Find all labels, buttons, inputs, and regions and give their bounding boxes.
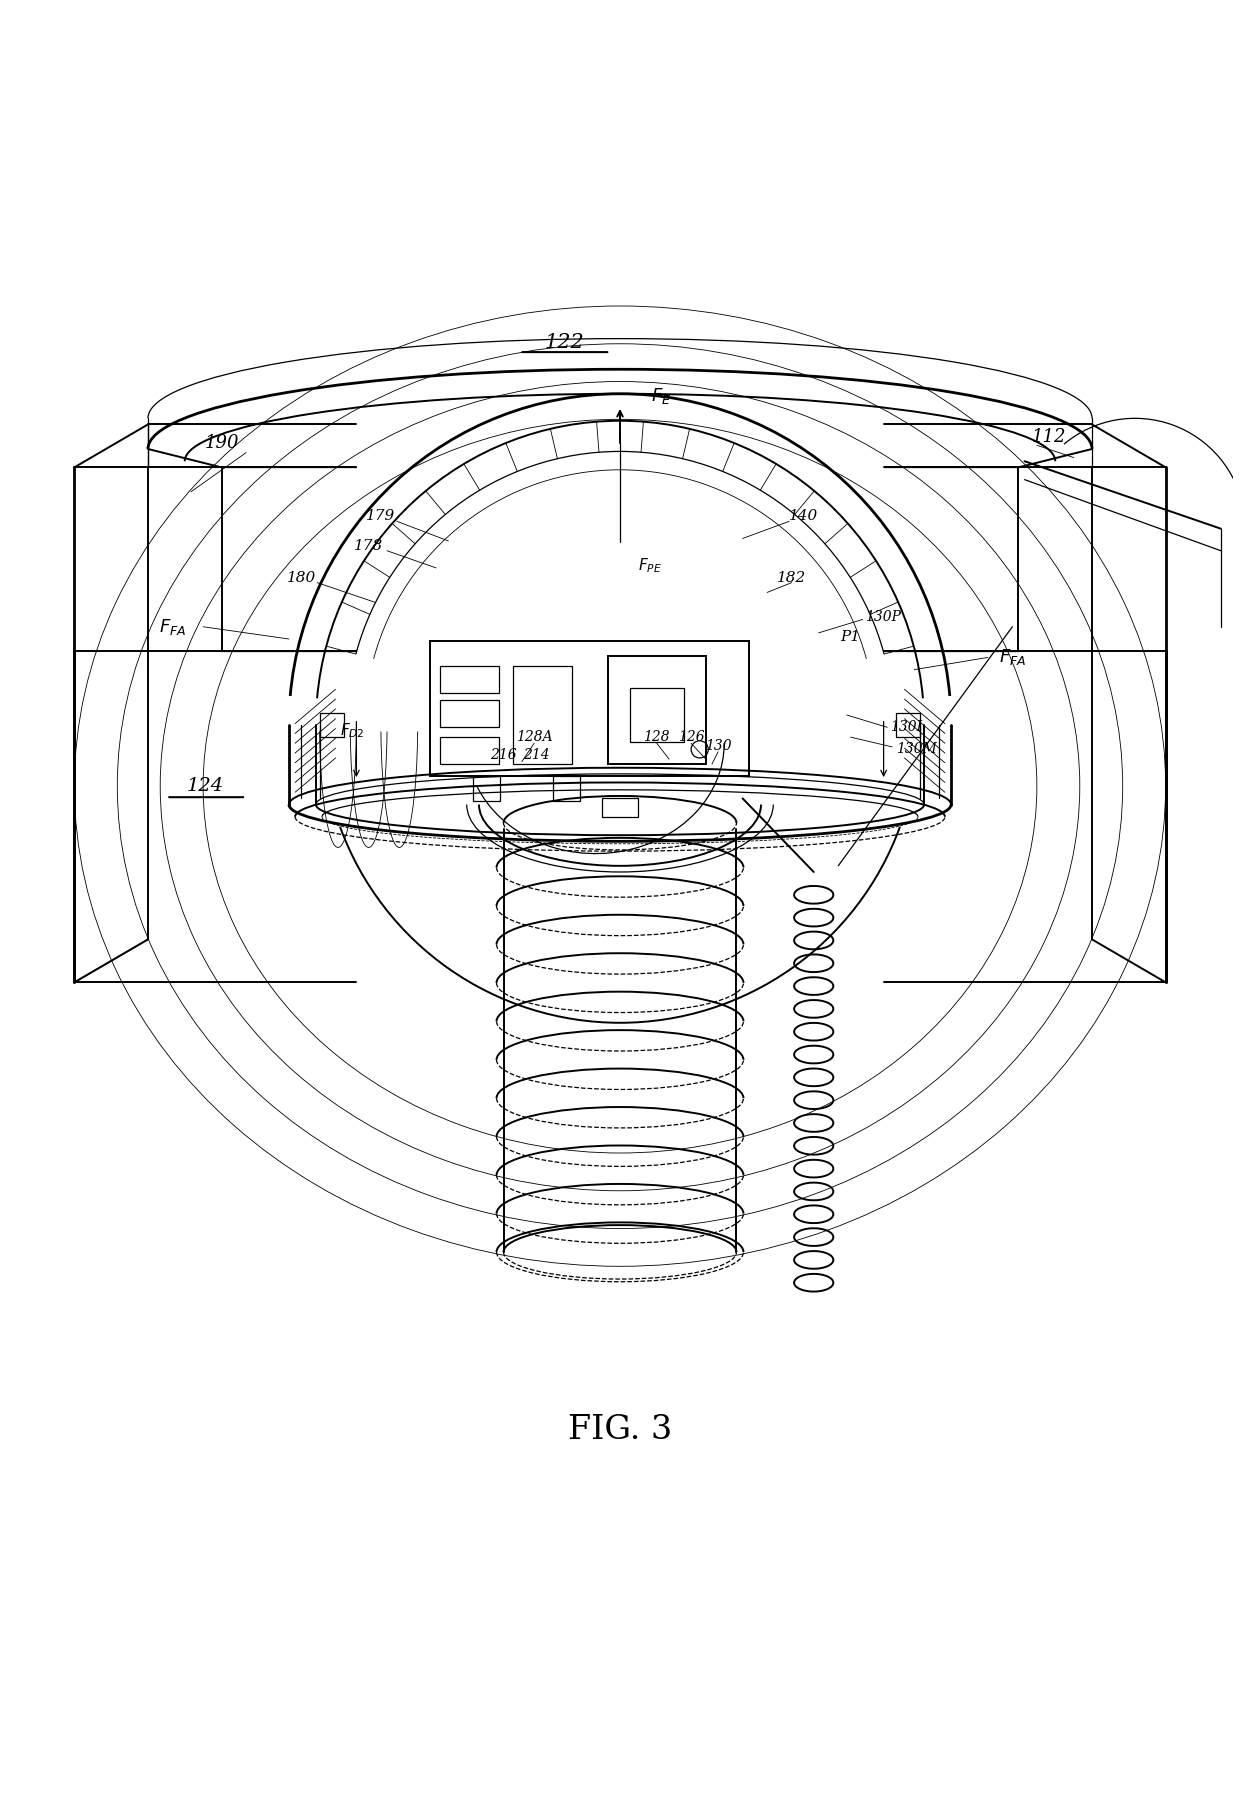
Bar [440, 701, 498, 728]
Text: 130M: 130M [895, 742, 936, 757]
Bar [320, 712, 345, 737]
Bar [513, 665, 572, 764]
Text: 178: 178 [355, 540, 383, 552]
Text: 130: 130 [704, 739, 732, 753]
Text: 216: 216 [490, 748, 517, 762]
Bar [430, 642, 749, 776]
Bar [440, 665, 498, 692]
Text: $F_{FA}$: $F_{FA}$ [159, 617, 186, 637]
Text: 180: 180 [286, 570, 316, 585]
Text: $F_{D2}$: $F_{D2}$ [340, 721, 365, 741]
Text: P1: P1 [841, 629, 861, 644]
Bar [553, 776, 579, 801]
Bar [472, 776, 500, 801]
Text: 130P: 130P [866, 610, 901, 624]
Text: 179: 179 [366, 509, 396, 524]
Text: 214: 214 [523, 748, 549, 762]
Text: FIG. 3: FIG. 3 [568, 1415, 672, 1445]
Bar [895, 712, 920, 737]
Text: 130I: 130I [890, 721, 921, 735]
Text: 126: 126 [678, 730, 704, 744]
Text: 190: 190 [205, 434, 239, 452]
Text: 128A: 128A [516, 730, 553, 744]
Bar [608, 656, 706, 764]
Text: 122: 122 [544, 333, 585, 351]
Text: $F_{PE}$: $F_{PE}$ [639, 556, 662, 576]
Text: 112: 112 [1032, 429, 1066, 446]
Text: 128: 128 [644, 730, 670, 744]
Text: 182: 182 [777, 570, 806, 585]
Text: $F_E$: $F_E$ [651, 385, 671, 407]
Bar [630, 689, 683, 742]
Bar [440, 737, 498, 764]
Bar [601, 798, 639, 818]
Text: 124: 124 [187, 776, 224, 794]
Text: $F_{FA}$: $F_{FA}$ [998, 647, 1025, 667]
Text: 140: 140 [790, 509, 818, 524]
